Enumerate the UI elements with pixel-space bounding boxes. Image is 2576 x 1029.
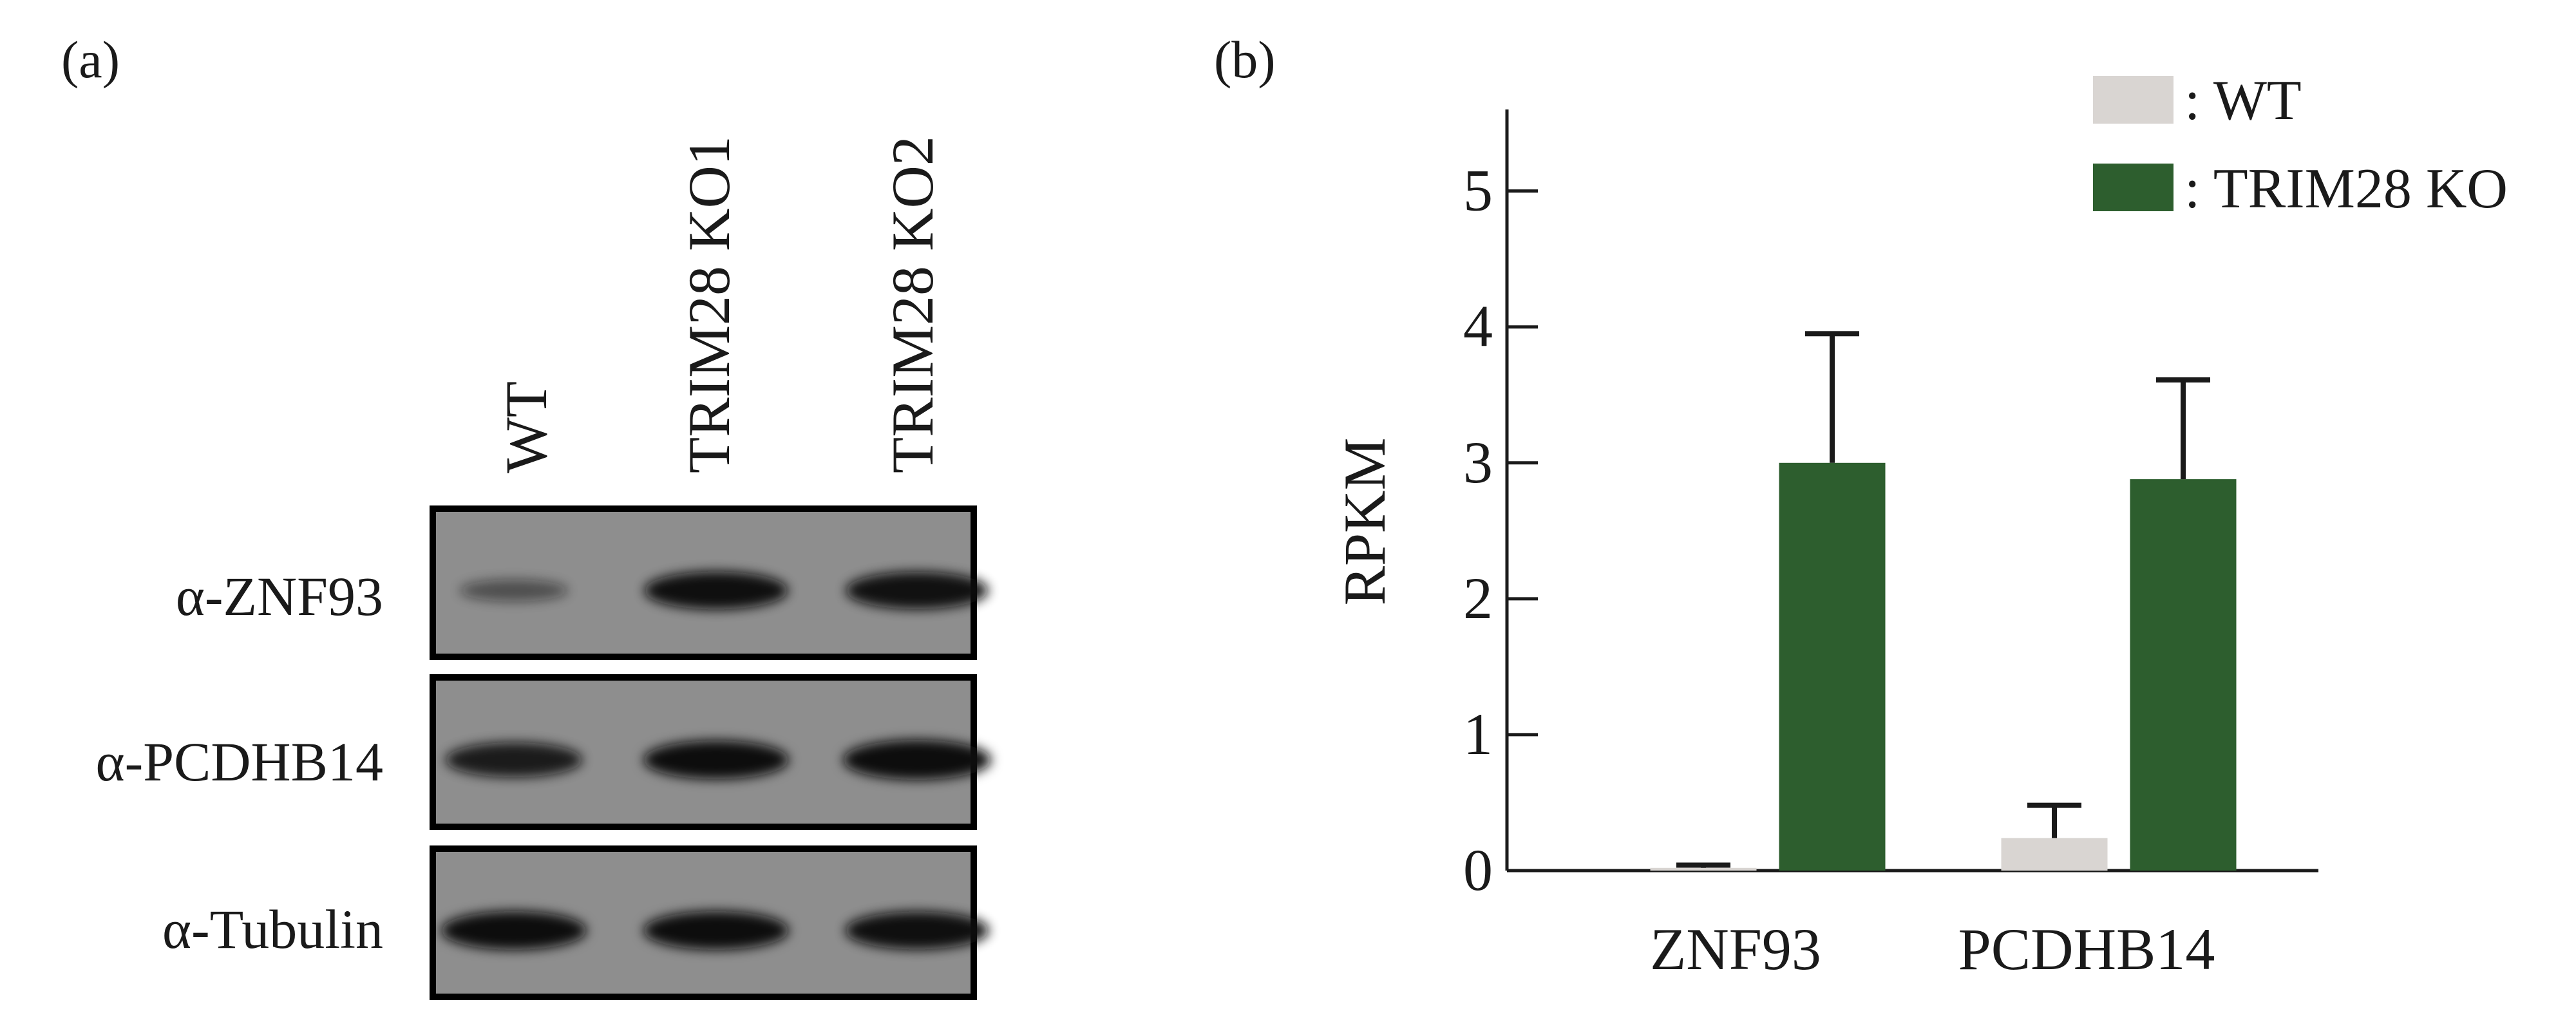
x-tick-label-pcdhb14: PCDHB14 (1958, 916, 2215, 982)
lane-label-ko2: TRIM28 KO2 (880, 136, 945, 473)
lane-labels: WT TRIM28 KO1 TRIM28 KO2 (493, 136, 945, 473)
legend-label-ko: : TRIM28 KO (2184, 158, 2508, 220)
blot-label-tubulin: α-Tubulin (162, 898, 383, 960)
legend-swatch-ko (2093, 164, 2174, 211)
bar-znf93-ko (1779, 462, 1886, 871)
bar-pcdhb14-wt (2001, 838, 2108, 871)
y-tick-label: 5 (1463, 158, 1493, 223)
y-tick-label: 0 (1463, 837, 1493, 903)
lane-label-ko1: TRIM28 KO1 (676, 136, 742, 473)
y-tick-label: 2 (1463, 565, 1493, 631)
band-pcdhb14-lane-1 (445, 742, 583, 777)
y-tick-label: 1 (1463, 701, 1493, 767)
legend-label-wt: : WT (2184, 70, 2302, 132)
blot-znf93 (430, 505, 989, 660)
blot-label-znf93: α-ZNF93 (176, 565, 383, 627)
y-tick-label: 3 (1463, 430, 1493, 495)
panel-b-label: (b) (1214, 30, 1276, 89)
panel-b: (b) RPKM 0 1 2 3 4 5 ZNF93 PCDHB14 : WT : TRIM2… (1214, 30, 2508, 982)
legend: : WT : TRIM28 KO (2093, 70, 2508, 220)
blot-tubulin (430, 845, 989, 1000)
legend-swatch-wt (2093, 76, 2174, 124)
bar-chart: 0 1 2 3 4 5 ZNF93 PCDHB14 (1463, 109, 2318, 982)
band-znf93-lane-3 (846, 572, 989, 609)
x-tick-label-znf93: ZNF93 (1650, 916, 1821, 982)
y-tick-label: 4 (1463, 294, 1493, 359)
blot-row-labels: α-ZNF93 α-PCDHB14 α-Tubulin (96, 565, 383, 960)
band-znf93-lane-2 (644, 571, 788, 610)
lane-label-wt: WT (493, 381, 559, 473)
blot-label-pcdhb14: α-PCDHB14 (96, 731, 383, 793)
band-tubulin-lane-1 (441, 911, 587, 950)
band-znf93-lane-1 (459, 580, 569, 601)
band-pcdhb14-lane-2 (643, 741, 789, 779)
panel-a: (a) WT TRIM28 KO1 TRIM28 KO2 α-ZNF93 α-P… (61, 30, 991, 1000)
blot-pcdhb14 (430, 674, 991, 830)
panel-a-label: (a) (61, 30, 120, 89)
band-tubulin-lane-2 (643, 911, 789, 950)
y-axis-label: RPKM (1332, 438, 1397, 606)
bar-znf93-wt (1650, 867, 1757, 871)
blot-strips (430, 505, 991, 1000)
bar-pcdhb14-ko (2130, 479, 2237, 871)
band-pcdhb14-lane-3 (843, 740, 991, 780)
band-tubulin-lane-3 (845, 911, 989, 950)
